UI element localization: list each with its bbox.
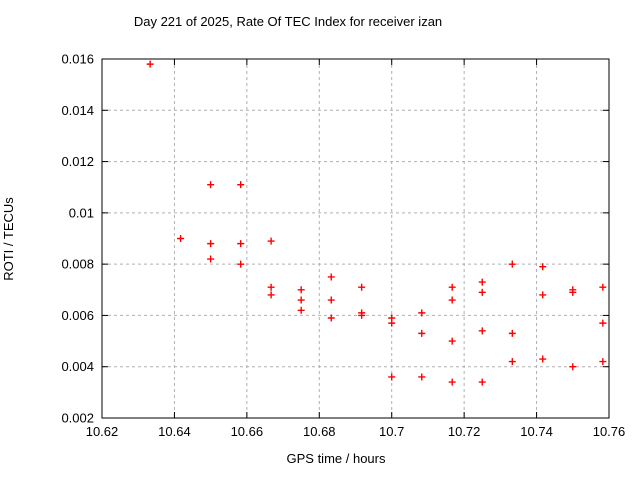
x-tick-label: 10.72: [448, 424, 481, 439]
data-point-plus: [297, 296, 305, 304]
data-point-plus: [327, 273, 335, 281]
data-point-plus: [599, 283, 607, 291]
data-point-plus: [388, 373, 396, 381]
x-tick-label: 10.76: [593, 424, 626, 439]
data-point-plus: [418, 309, 426, 317]
data-point-plus: [327, 296, 335, 304]
data-point-plus: [478, 327, 486, 335]
data-point-plus: [267, 291, 275, 299]
data-point-plus: [358, 283, 366, 291]
data-point-plus: [418, 329, 426, 337]
plot-border: [101, 58, 610, 419]
data-point-plus: [448, 378, 456, 386]
y-axis-label: ROTI / TECUs: [1, 197, 16, 281]
data-point-plus: [237, 181, 245, 189]
y-tick-label: 0.016: [61, 52, 94, 67]
data-point-plus: [569, 288, 577, 296]
y-tick-label: 0.012: [61, 154, 94, 169]
data-point-plus: [267, 237, 275, 245]
data-point-plus: [297, 306, 305, 314]
y-tick-label: 0.01: [69, 205, 94, 220]
data-point-plus: [237, 240, 245, 248]
data-point-plus: [207, 255, 215, 263]
data-point-plus: [508, 329, 516, 337]
data-point-plus: [478, 378, 486, 386]
x-tick-label: 10.66: [231, 424, 264, 439]
data-point-plus: [508, 260, 516, 268]
y-tick-label: 0.008: [61, 257, 94, 272]
x-axis-label: GPS time / hours: [287, 451, 386, 466]
data-point-plus: [448, 337, 456, 345]
data-point-plus: [448, 283, 456, 291]
chart-title: Day 221 of 2025, Rate Of TEC Index for r…: [134, 14, 442, 29]
data-point-plus: [388, 319, 396, 327]
y-tick-label: 0.004: [61, 359, 94, 374]
data-point-plus: [327, 314, 335, 322]
data-point-plus: [448, 296, 456, 304]
data-point-plus: [207, 240, 215, 248]
data-point-plus: [599, 319, 607, 327]
data-point-plus: [508, 358, 516, 366]
x-tick-label: 10.68: [303, 424, 336, 439]
y-tick-label: 0.002: [61, 411, 94, 426]
plot-generated-layer: 10.62 10.64 10.66 10.68 10.7 10.72 10.74 10.76 0…: [61, 52, 625, 440]
data-point-plus: [146, 60, 154, 68]
data-point-plus: [297, 286, 305, 294]
data-point-plus: [177, 235, 185, 242]
data-point-plus: [539, 355, 547, 363]
x-tick-label: 10.7: [379, 424, 404, 439]
y-tick-label: 0.006: [61, 308, 94, 323]
data-point-plus: [207, 181, 215, 189]
data-point-plus: [478, 278, 486, 286]
data-point-plus: [569, 363, 577, 371]
data-point-plus: [478, 288, 486, 296]
x-tick-label: 10.74: [520, 424, 553, 439]
x-tick-label: 10.62: [86, 424, 119, 439]
data-point-plus: [539, 291, 547, 299]
data-point-plus: [418, 373, 426, 381]
data-point-plus: [599, 358, 607, 366]
data-point-plus: [358, 311, 366, 319]
y-tick-label: 0.014: [61, 103, 94, 118]
x-tick-label: 10.64: [158, 424, 191, 439]
data-point-plus: [539, 263, 547, 271]
data-point-plus: [237, 260, 245, 268]
data-point-plus: [267, 283, 275, 291]
